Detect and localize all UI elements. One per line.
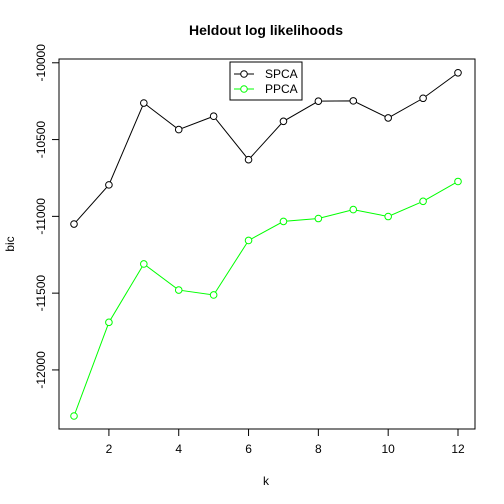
data-point-ppca-10 (384, 212, 392, 221)
data-point-ppca-12 (454, 177, 462, 186)
data-point-ppca-6 (244, 236, 253, 245)
data-point-spca-6 (244, 155, 253, 164)
chart-title: Heldout log likelihoods (189, 22, 343, 38)
x-tick-label-8: 8 (315, 442, 322, 456)
legend-item-spca: SPCA (234, 67, 298, 81)
data-point-spca-5 (209, 112, 218, 121)
series-line-spca (73, 72, 459, 225)
y-tick-label-10000: -10000 (34, 44, 48, 82)
data-point-spca-12 (454, 68, 462, 77)
plot-frame (58, 58, 476, 430)
x-tick-label-4: 4 (175, 442, 182, 456)
y-tick-label-11500: -11500 (34, 275, 48, 312)
x-tick-label-2: 2 (106, 442, 113, 456)
data-point-spca-3 (140, 99, 148, 107)
data-point-spca-11 (419, 94, 427, 103)
data-point-spca-7 (279, 117, 288, 126)
data-point-spca-4 (174, 125, 183, 134)
data-point-spca-9 (349, 97, 358, 105)
y-tick-label-10500: -10500 (34, 121, 48, 159)
x-axis: 2 4 6 8 10 12 (106, 428, 465, 456)
x-axis-label: k (263, 474, 270, 488)
data-point-ppca-5 (209, 291, 218, 299)
y-tick-label-11000: -11000 (34, 198, 48, 235)
y-axis-label: bic (3, 236, 17, 251)
legend: SPCA PPCA (229, 61, 303, 101)
data-point-ppca-11 (419, 197, 427, 206)
x-tick-label-12: 12 (451, 442, 465, 456)
data-point-ppca-9 (349, 205, 358, 214)
legend-item-ppca: PPCA (234, 82, 298, 96)
data-point-ppca-8 (314, 214, 323, 223)
legend-label-ppca: PPCA (265, 82, 298, 96)
x-tick-label-6: 6 (245, 442, 252, 456)
data-point-ppca-2 (105, 318, 113, 327)
y-axis: -12000 -11500 -11000 -10500 -10000 (34, 44, 60, 389)
data-point-spca-2 (105, 181, 113, 189)
series-line-ppca (73, 181, 459, 417)
data-point-ppca-4 (174, 286, 183, 294)
legend-marker-ppca (240, 85, 248, 93)
legend-box (229, 61, 303, 101)
data-point-ppca-7 (279, 217, 288, 226)
legend-label-spca: SPCA (265, 67, 298, 81)
data-point-spca-10 (384, 114, 392, 122)
data-point-ppca-1 (70, 412, 78, 420)
series-layer (70, 68, 462, 420)
x-tick-label-10: 10 (382, 442, 396, 456)
data-point-spca-1 (70, 220, 78, 228)
data-point-ppca-3 (140, 260, 148, 268)
y-tick-label-12000: -12000 (34, 351, 48, 389)
data-point-spca-8 (314, 97, 323, 105)
legend-marker-spca (240, 70, 248, 78)
